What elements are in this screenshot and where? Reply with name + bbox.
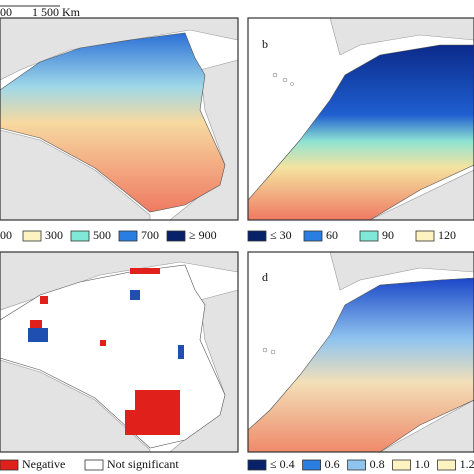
panel-letter: d — [262, 270, 268, 284]
scale-bar: 00 1 500 Km — [0, 5, 81, 19]
panel-c — [0, 251, 239, 453]
legend-key — [118, 230, 138, 242]
legend-label: 1.2 — [460, 457, 474, 471]
legend-key — [359, 230, 379, 242]
legend-key — [70, 230, 90, 242]
legend-key — [347, 459, 366, 471]
legend-key — [84, 459, 104, 471]
legend-label: ≤ 30 — [270, 228, 292, 242]
legend-label: 0.8 — [370, 457, 385, 471]
legend-label: ≥ 900 — [189, 228, 217, 242]
panel-d: d — [247, 251, 474, 453]
legend-label: 500 — [93, 228, 111, 242]
legend-label: 700 — [141, 228, 159, 242]
panel-letter: b — [262, 37, 268, 51]
legend-key — [166, 230, 186, 242]
legend-label: 60 — [326, 228, 338, 242]
legend-key — [303, 230, 323, 242]
legend-label: 90 — [382, 228, 394, 242]
legend-label: 300 — [45, 228, 63, 242]
legend-label: Not significant — [107, 457, 179, 471]
legend-label: 00 — [0, 228, 12, 242]
panel-a — [0, 17, 239, 221]
legend-label: 0.6 — [325, 457, 340, 471]
legend-key — [22, 230, 42, 242]
legend-key — [247, 230, 267, 242]
scale-start: 00 — [0, 5, 12, 19]
legend-key — [415, 230, 435, 242]
scale-end: 1 500 Km — [32, 5, 81, 19]
legend-key — [0, 459, 19, 471]
legend-label: 1.0 — [415, 457, 430, 471]
legend-label: 120 — [438, 228, 456, 242]
legend-label: ≤ 0.4 — [270, 457, 295, 471]
legend-label: Negative — [22, 457, 65, 471]
panel-b: b — [247, 17, 474, 221]
legend-key — [247, 459, 267, 471]
legend-key — [437, 459, 456, 471]
legend-key — [392, 459, 411, 471]
legend-key — [302, 459, 321, 471]
legends: 00 300 500 700 ≥ 900 ≤ 30 60 90 120 Negative Not s… — [0, 228, 474, 471]
